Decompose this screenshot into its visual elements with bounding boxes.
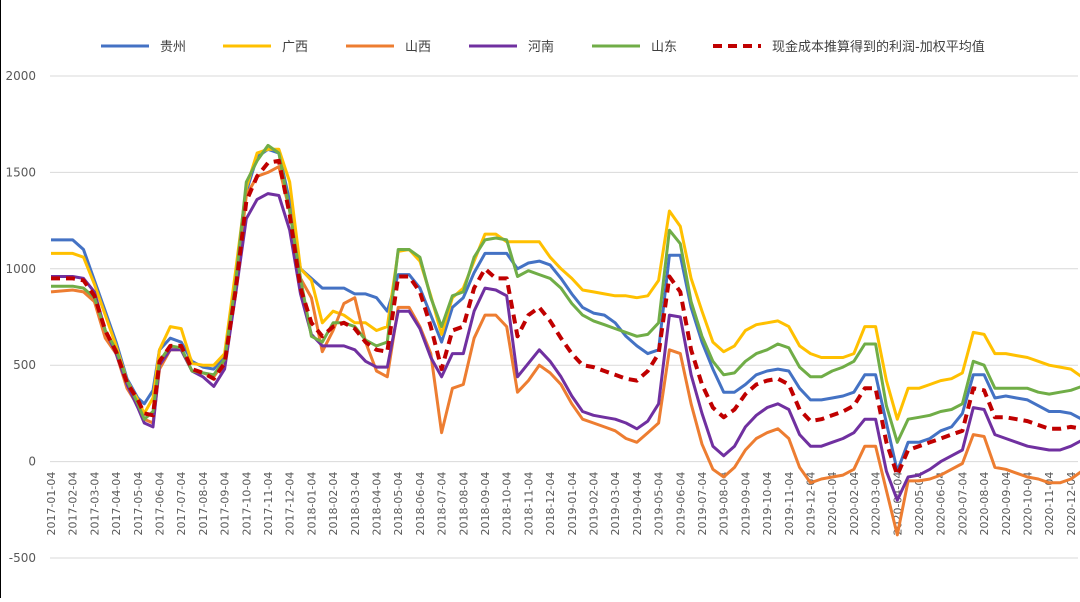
y-tick-label: 0 xyxy=(28,455,36,469)
x-tick-label: 2018-11-04 xyxy=(522,472,535,536)
x-tick-label: 2018-10-04 xyxy=(501,472,514,536)
series-line-shandong xyxy=(51,143,1080,444)
x-tick-label: 2019-03-04 xyxy=(609,472,622,536)
image-left-border xyxy=(0,0,1,598)
x-tick-label: 2019-01-04 xyxy=(566,472,579,536)
x-tick-label: 2020-09-04 xyxy=(1000,472,1013,536)
legend-label-guizhou: 贵州 xyxy=(160,40,186,55)
series-line-weighted xyxy=(51,158,1080,478)
x-tick-label: 2019-02-04 xyxy=(588,472,601,536)
x-tick-label: 2019-05-04 xyxy=(653,472,666,536)
legend-label-weighted: 现金成本推算得到的利润-加权平均值 xyxy=(772,39,985,55)
x-tick-label: 2019-09-04 xyxy=(739,472,752,536)
y-tick-label: 1500 xyxy=(5,165,36,179)
x-tick-label: 2018-03-04 xyxy=(349,472,362,536)
x-tick-label: 2018-12-04 xyxy=(544,472,557,536)
series-lines xyxy=(50,143,1080,537)
y-tick-label: 1000 xyxy=(5,262,36,276)
legend: 贵州 广西 山西 河南 山东 现金成本推算得到的利润-加权平均值 xyxy=(101,39,985,55)
x-tick-label: 2018-02-04 xyxy=(327,472,340,536)
x-tick-label: 2020-03-04 xyxy=(870,472,883,536)
y-tick-label: -500 xyxy=(9,551,36,565)
x-tick-label: 2018-07-04 xyxy=(436,472,449,536)
x-axis: 2017-01-04 2017-02-04 2017-03-04 2017-04-04… xyxy=(45,472,1078,536)
x-tick-label: 2017-10-04 xyxy=(240,472,253,536)
series-line-henan xyxy=(51,192,1080,502)
y-axis: -500 0 500 1000 1500 2000 xyxy=(5,69,36,565)
x-tick-label: 2019-04-04 xyxy=(631,472,644,536)
x-tick-label: 2017-02-04 xyxy=(67,472,80,536)
x-tick-label: 2020-12-04 xyxy=(1065,472,1078,536)
x-tick-label: 2018-05-04 xyxy=(392,472,405,536)
x-tick-label: 2018-09-04 xyxy=(479,472,492,536)
x-tick-label: 2020-02-04 xyxy=(848,472,861,536)
x-tick-label: 2019-08-04 xyxy=(718,472,731,536)
x-tick-label: 2017-12-04 xyxy=(284,472,297,536)
x-tick-label: 2017-04-04 xyxy=(110,472,123,536)
legend-label-shandong: 山东 xyxy=(651,40,677,55)
x-tick-label: 2017-09-04 xyxy=(219,472,232,536)
legend-label-henan: 河南 xyxy=(528,39,554,55)
x-tick-label: 2020-07-04 xyxy=(956,472,969,536)
y-tick-label: 2000 xyxy=(5,69,36,83)
x-tick-label: 2018-01-04 xyxy=(305,472,318,536)
x-tick-label: 2020-05-04 xyxy=(913,472,926,536)
x-tick-label: 2017-01-04 xyxy=(45,472,58,536)
x-tick-label: 2017-05-04 xyxy=(132,472,145,536)
x-tick-label: 2020-01-04 xyxy=(826,472,839,536)
x-tick-label: 2020-06-04 xyxy=(935,472,948,536)
y-tick-label: 500 xyxy=(13,358,36,372)
x-tick-label: 2018-08-04 xyxy=(457,472,470,536)
x-tick-label: 2017-03-04 xyxy=(88,472,101,536)
legend-label-shanxi: 山西 xyxy=(405,40,431,55)
x-tick-label: 2020-11-04 xyxy=(1043,472,1056,536)
legend-label-guangxi: 广西 xyxy=(282,40,308,55)
x-tick-label: 2020-10-04 xyxy=(1022,472,1035,536)
x-tick-label: 2017-08-04 xyxy=(197,472,210,536)
x-tick-label: 2019-12-04 xyxy=(805,472,818,536)
x-tick-label: 2018-04-04 xyxy=(371,472,384,536)
x-tick-label: 2019-06-04 xyxy=(674,472,687,536)
series-line-guangxi xyxy=(51,147,1080,421)
x-tick-label: 2020-08-04 xyxy=(978,472,991,536)
x-tick-label: 2017-07-04 xyxy=(175,472,188,536)
x-tick-label: 2019-10-04 xyxy=(761,472,774,536)
x-tick-label: 2017-06-04 xyxy=(154,472,167,536)
series-line-guizhou xyxy=(51,147,1080,473)
x-tick-label: 2017-11-04 xyxy=(262,472,275,536)
x-tick-label: 2019-11-04 xyxy=(783,472,796,536)
x-tick-label: 2019-07-04 xyxy=(696,472,709,536)
x-tick-label: 2018-06-04 xyxy=(414,472,427,536)
